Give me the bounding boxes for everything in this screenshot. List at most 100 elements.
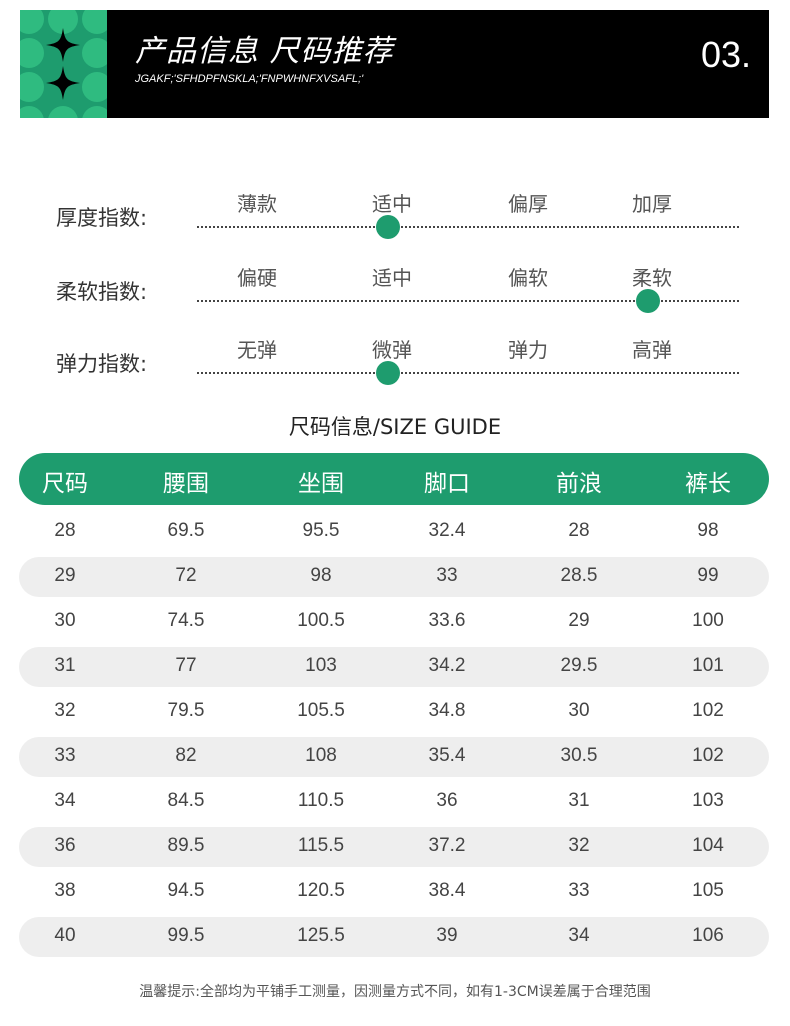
table-cell: 40 xyxy=(54,925,76,946)
table-cell: 36 xyxy=(54,835,76,856)
table-row: 32 79.5 105.5 34.8 30 102 xyxy=(19,692,769,732)
index-label: 厚度指数: xyxy=(56,206,148,230)
table-cell: 89.5 xyxy=(167,835,205,856)
table-cell: 98 xyxy=(697,520,719,541)
table-cell: 84.5 xyxy=(167,790,205,811)
index-label: 柔软指数: xyxy=(56,280,148,304)
table-cell: 34 xyxy=(568,925,590,946)
table-cell: 30.5 xyxy=(560,745,598,766)
table-cell: 82 xyxy=(175,745,197,766)
table-cell: 120.5 xyxy=(297,880,345,901)
table-row: 38 94.5 120.5 38.4 33 105 xyxy=(19,872,769,912)
table-cell: 98 xyxy=(310,565,332,586)
index-label: 弹力指数: xyxy=(56,352,148,376)
table-cell: 110.5 xyxy=(297,790,345,811)
table-cell: 35.4 xyxy=(428,745,466,766)
size-table-header: 尺码 腰围 坐围 脚口 前浪 裤长 xyxy=(19,453,769,505)
table-row: 33 82 108 35.4 30.5 102 xyxy=(19,737,769,777)
column-header: 坐围 xyxy=(298,471,344,497)
table-cell: 69.5 xyxy=(167,520,205,541)
table-cell: 30 xyxy=(568,700,590,721)
table-cell: 30 xyxy=(54,610,76,631)
table-cell: 29.5 xyxy=(560,655,598,676)
table-cell: 104 xyxy=(692,835,724,856)
index-option: 偏软 xyxy=(508,266,548,290)
index-marker xyxy=(636,289,660,313)
page-title: 产品信息 尺码推荐 xyxy=(135,34,394,69)
table-cell: 105.5 xyxy=(297,700,345,721)
sparkle-icon xyxy=(46,66,80,100)
column-header: 尺码 xyxy=(42,471,88,497)
table-row: 40 99.5 125.5 39 34 106 xyxy=(19,917,769,957)
table-row: 31 77 103 34.2 29.5 101 xyxy=(19,647,769,687)
table-cell: 102 xyxy=(692,745,724,766)
table-cell: 32 xyxy=(568,835,590,856)
table-cell: 32.4 xyxy=(428,520,466,541)
column-header: 腰围 xyxy=(163,471,209,497)
index-option: 高弹 xyxy=(632,338,672,362)
section-number: 03. xyxy=(700,34,751,75)
sparkle-icon xyxy=(46,28,80,62)
table-cell: 38 xyxy=(54,880,76,901)
table-cell: 34 xyxy=(54,790,76,811)
column-header: 前浪 xyxy=(556,471,602,497)
table-cell: 34.8 xyxy=(428,700,466,721)
index-option: 薄款 xyxy=(237,192,277,216)
table-cell: 33 xyxy=(54,745,76,766)
table-cell: 103 xyxy=(692,790,724,811)
index-option: 偏厚 xyxy=(508,192,548,216)
index-option: 适中 xyxy=(372,266,412,290)
table-cell: 102 xyxy=(692,700,724,721)
column-header: 脚口 xyxy=(424,471,470,497)
table-cell: 39 xyxy=(436,925,458,946)
index-option: 偏硬 xyxy=(237,266,277,290)
index-row: 厚度指数: 薄款 适中 偏厚 加厚 xyxy=(0,180,790,250)
table-cell: 29 xyxy=(568,610,590,631)
index-track xyxy=(197,372,739,374)
table-cell: 37.2 xyxy=(428,835,466,856)
index-row: 弹力指数: 无弹 微弹 弹力 高弹 xyxy=(0,326,790,396)
table-cell: 28 xyxy=(54,520,76,541)
table-cell: 103 xyxy=(305,655,337,676)
table-cell: 115.5 xyxy=(297,835,345,856)
header-banner: 产品信息 尺码推荐 JGAKF;'SFHDPFNSKLA;'FNPWHNFXVS… xyxy=(20,10,769,118)
table-cell: 36 xyxy=(436,790,458,811)
table-cell: 33 xyxy=(436,565,458,586)
table-row: 34 84.5 110.5 36 31 103 xyxy=(19,782,769,822)
size-guide-title: 尺码信息/SIZE GUIDE xyxy=(288,415,502,439)
table-row: 30 74.5 100.5 33.6 29 100 xyxy=(19,602,769,642)
table-cell: 125.5 xyxy=(297,925,345,946)
index-option: 弹力 xyxy=(508,338,548,362)
table-cell: 34.2 xyxy=(428,655,466,676)
table-cell: 28 xyxy=(568,520,590,541)
index-row: 柔软指数: 偏硬 适中 偏软 柔软 xyxy=(0,254,790,324)
index-option: 无弹 xyxy=(237,338,277,362)
index-option: 适中 xyxy=(372,192,412,216)
table-cell: 31 xyxy=(568,790,590,811)
table-cell: 99 xyxy=(697,565,719,586)
table-row: 28 69.5 95.5 32.4 28 98 xyxy=(19,512,769,552)
table-cell: 108 xyxy=(305,745,337,766)
table-cell: 33.6 xyxy=(428,610,466,631)
footer-note: 温馨提示:全部均为平铺手工测量，因测量方式不同，如有1-3CM误差属于合理范围 xyxy=(139,984,651,1000)
table-row: 36 89.5 115.5 37.2 32 104 xyxy=(19,827,769,867)
table-cell: 74.5 xyxy=(167,610,205,631)
table-cell: 94.5 xyxy=(167,880,205,901)
table-cell: 106 xyxy=(692,925,724,946)
table-cell: 79.5 xyxy=(167,700,205,721)
table-cell: 32 xyxy=(54,700,76,721)
index-track xyxy=(197,300,739,302)
index-option: 微弹 xyxy=(372,338,412,362)
index-option: 加厚 xyxy=(632,192,672,216)
table-cell: 28.5 xyxy=(560,565,598,586)
table-cell: 38.4 xyxy=(428,880,466,901)
table-cell: 100 xyxy=(692,610,724,631)
table-cell: 105 xyxy=(692,880,724,901)
index-option: 柔软 xyxy=(632,266,672,290)
table-cell: 99.5 xyxy=(167,925,205,946)
table-row: 29 72 98 33 28.5 99 xyxy=(19,557,769,597)
brand-logo xyxy=(20,10,107,118)
table-cell: 77 xyxy=(175,655,197,676)
page-subtitle: JGAKF;'SFHDPFNSKLA;'FNPWHNFXVSAFL;' xyxy=(135,73,364,85)
table-cell: 29 xyxy=(54,565,76,586)
